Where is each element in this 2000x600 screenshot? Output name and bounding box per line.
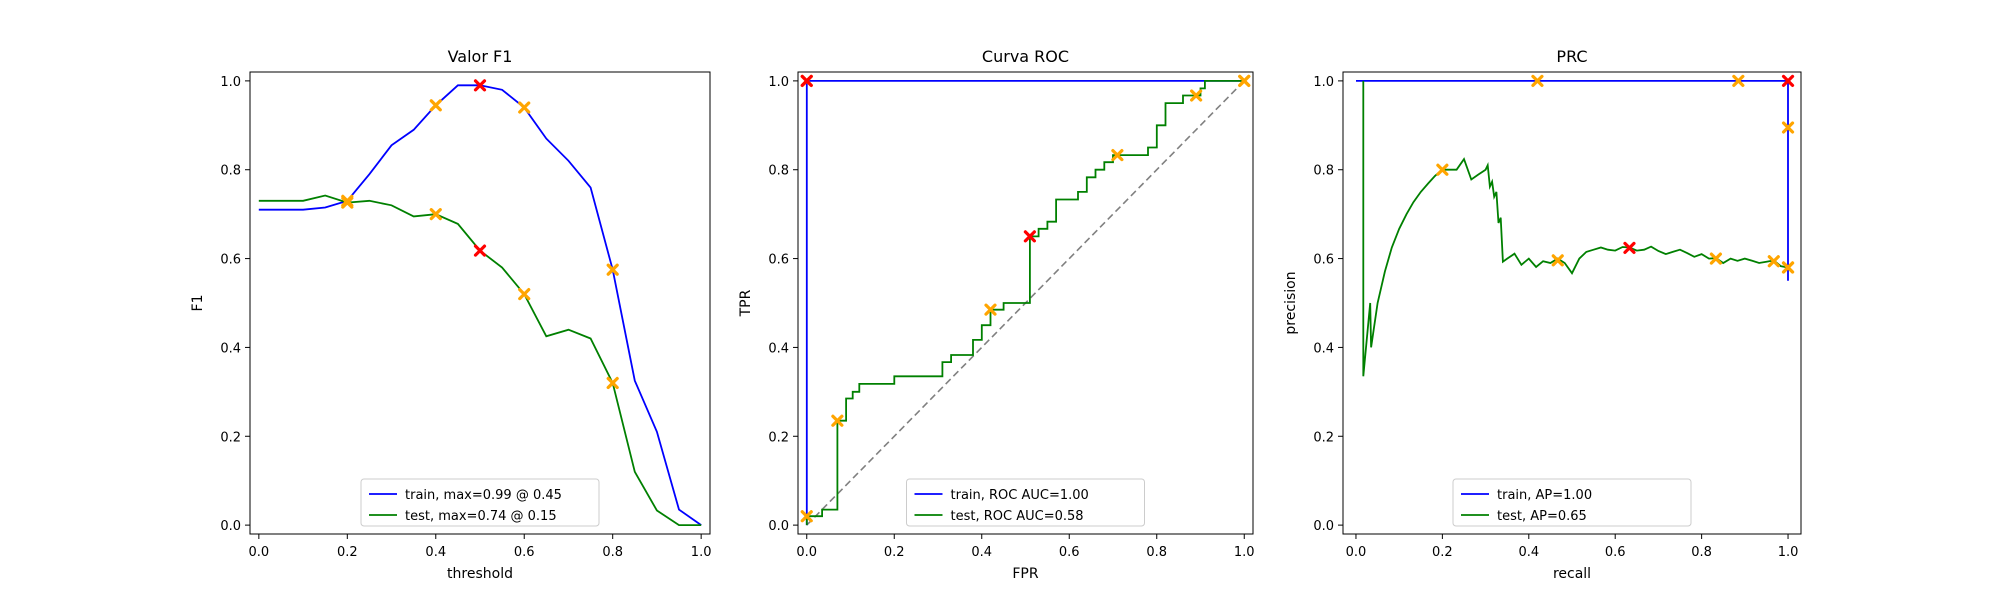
y-tick-label: 0.2 [220, 430, 241, 445]
y-tick-label: 0.2 [768, 430, 789, 445]
y-tick-label: 0.4 [1313, 341, 1334, 356]
best-threshold-marker [473, 79, 487, 92]
threshold-marker [341, 196, 354, 209]
y-tick-label: 0.2 [1313, 430, 1334, 445]
x-tick-label: 0.4 [971, 545, 992, 560]
threshold-marker [984, 303, 997, 316]
x-tick-label: 0.6 [514, 545, 535, 560]
legend-label: test, AP=0.65 [1497, 509, 1587, 524]
legend-box [906, 478, 1145, 527]
x-tick-label: 1.0 [1778, 545, 1799, 560]
y-tick-label: 0.4 [220, 341, 241, 356]
x-tick-label: 0.2 [337, 545, 358, 560]
threshold-marker [1190, 89, 1203, 102]
legend: train, max=0.99 @ 0.45 test, max=0.74 @ 0… [360, 478, 600, 527]
y-tick-label: 1.0 [220, 75, 241, 90]
y-tick-label: 0.4 [768, 341, 789, 356]
y-tick-label: 0.0 [1313, 519, 1334, 534]
y-axis-label: TPR [738, 289, 754, 317]
threshold-marker [1781, 121, 1795, 134]
best-threshold-marker [1623, 241, 1636, 255]
chart-panel-2: Curva ROC 0.0 0.2 0.4 0.6 0.8 1.0 0.0 0.2 0.4 0.6 0… [738, 47, 1255, 582]
threshold-marker [606, 376, 619, 390]
threshold-marker [831, 414, 844, 427]
chart-panel-3: PRC 0.0 0.2 0.4 0.6 0.8 1.0 0.0 0.2 0.4 0.6 0.8 1.0 r… [1283, 47, 1802, 582]
threshold-marker [1767, 255, 1780, 268]
x-tick-label: 0.4 [425, 545, 446, 560]
legend-label: test, ROC AUC=0.58 [951, 509, 1084, 524]
threshold-marker [518, 288, 531, 301]
legend-label: train, max=0.99 @ 0.45 [405, 488, 562, 503]
series-line-train [1356, 80, 1789, 281]
legend-label: test, max=0.74 @ 0.15 [405, 509, 557, 524]
x-tick-label: 1.0 [1234, 545, 1255, 560]
x-tick-label: 0.8 [1691, 545, 1712, 560]
axes-frame [1342, 71, 1802, 535]
threshold-marker [429, 99, 442, 112]
legend-box [360, 478, 600, 527]
series-line-test [258, 194, 702, 526]
legend-box [1452, 478, 1692, 527]
series-line-train [258, 84, 702, 526]
threshold-marker [1781, 261, 1795, 274]
best-threshold-marker [473, 244, 487, 257]
y-tick-label: 0.8 [220, 164, 241, 179]
y-tick-label: 0.6 [768, 253, 789, 268]
x-tick-label: 0.2 [884, 545, 905, 560]
y-axis-label: precision [1283, 271, 1299, 334]
x-tick-label: 0.0 [1346, 545, 1367, 560]
y-tick-label: 1.0 [1313, 75, 1334, 90]
x-tick-label: 0.8 [1146, 545, 1167, 560]
best-threshold-marker [800, 74, 813, 87]
threshold-marker [429, 208, 442, 221]
series-line-test [805, 80, 1245, 526]
chart-title: Curva ROC [982, 47, 1069, 66]
y-axis-label: F1 [190, 295, 206, 312]
x-axis-label: FPR [1012, 566, 1038, 582]
threshold-marker [1238, 74, 1251, 87]
threshold-marker [518, 101, 531, 114]
x-tick-label: 0.8 [602, 545, 623, 560]
y-tick-label: 1.0 [768, 75, 789, 90]
x-tick-label: 0.6 [1059, 545, 1080, 560]
axes-frame [249, 71, 711, 535]
y-tick-label: 0.8 [768, 164, 789, 179]
threshold-marker [1111, 148, 1124, 162]
threshold-marker [1436, 163, 1449, 176]
axes-frame [797, 71, 1254, 535]
threshold-marker [800, 510, 813, 523]
best-threshold-marker [1023, 230, 1036, 243]
threshold-marker [1732, 74, 1745, 87]
threshold-marker [606, 263, 619, 276]
x-tick-label: 0.6 [1605, 545, 1626, 560]
x-tick-label: 0.2 [1432, 545, 1453, 560]
x-tick-label: 0.4 [1518, 545, 1539, 560]
y-tick-label: 0.6 [1313, 253, 1334, 268]
x-tick-label: 0.0 [796, 545, 817, 560]
threshold-marker [1551, 254, 1564, 267]
x-axis-label: threshold [447, 566, 513, 582]
x-tick-label: 1.0 [691, 545, 712, 560]
y-tick-label: 0.0 [768, 519, 789, 534]
y-tick-label: 0.8 [1313, 164, 1334, 179]
x-axis-label: recall [1553, 566, 1591, 582]
legend-label: train, ROC AUC=1.00 [951, 488, 1089, 503]
chart-panel-1: Valor F1 0.0 0.2 0.4 0.6 0.8 1.0 0.0 0.2 0.4 0.6 0.… [190, 47, 711, 582]
y-tick-label: 0.0 [220, 519, 241, 534]
chart-title: PRC [1556, 47, 1587, 66]
y-tick-label: 0.6 [220, 253, 241, 268]
chart-title: Valor F1 [448, 47, 513, 66]
threshold-marker [1531, 74, 1544, 87]
threshold-marker [1709, 252, 1722, 265]
series-line-test [1362, 80, 1789, 377]
best-threshold-marker [1781, 74, 1795, 87]
legend-label: train, AP=1.00 [1497, 488, 1592, 503]
legend: train, ROC AUC=1.00 test, ROC AUC=0.58 [906, 478, 1145, 527]
x-tick-label: 0.0 [249, 545, 270, 560]
legend: train, AP=1.00 test, AP=0.65 [1452, 478, 1692, 527]
